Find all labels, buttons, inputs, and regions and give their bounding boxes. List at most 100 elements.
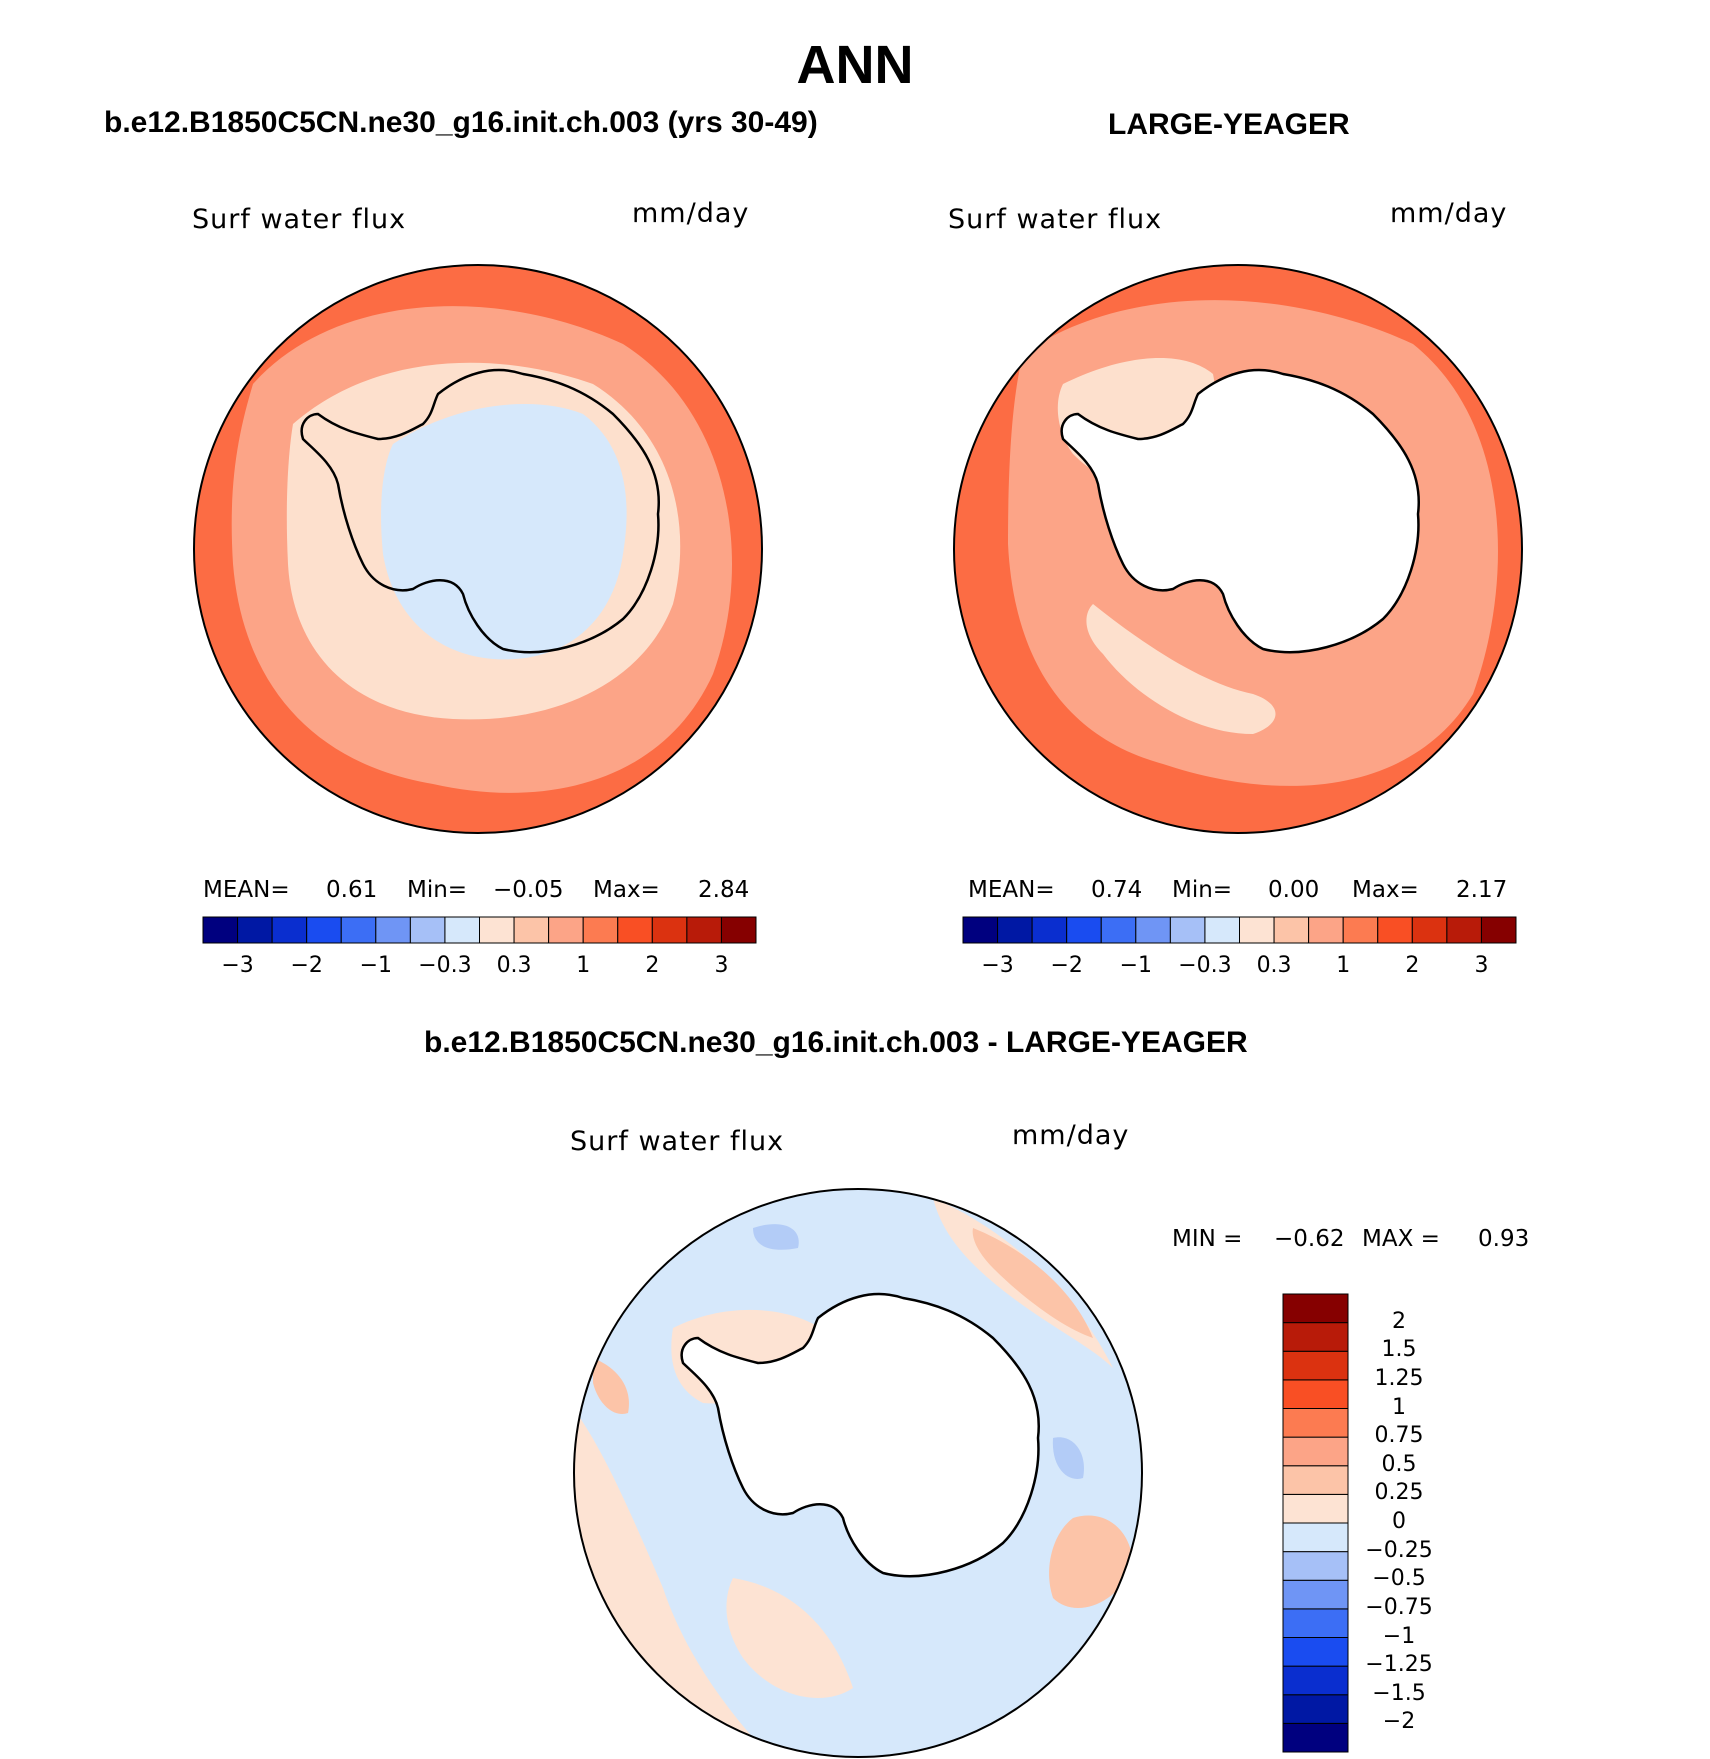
map-diff	[573, 1188, 1143, 1758]
colorbar-swatch	[1282, 1665, 1349, 1696]
colorbar-swatch	[237, 916, 273, 944]
diff-max-value: 0.93	[1478, 1226, 1530, 1252]
colorbar-swatch	[1282, 1637, 1349, 1667]
colorbar-tick-label: 3	[714, 953, 729, 978]
colorbar-swatch	[720, 916, 757, 944]
colorbar-swatch	[479, 916, 515, 944]
colorbar-tick-label: −0.75	[1365, 1594, 1433, 1620]
colorbar-swatch	[582, 916, 619, 944]
colorbar-swatch	[686, 916, 722, 944]
colorbar-tick-label: −0.25	[1365, 1537, 1433, 1563]
band-weak-positive-south	[726, 1578, 853, 1698]
obs-min-label: Min=	[1172, 877, 1233, 903]
obs-mean-label: MEAN=	[968, 877, 1055, 903]
colorbar-swatch	[1100, 916, 1137, 944]
model-max-label: Max=	[593, 877, 660, 903]
band-moderate-negative-2	[1052, 1437, 1084, 1479]
colorbar-tick-label: −2	[290, 953, 323, 978]
colorbar-tick-label: −1	[1382, 1623, 1416, 1649]
band-light-2	[1086, 604, 1276, 734]
colorbar-swatch	[1282, 1579, 1349, 1610]
colorbar-swatch	[1135, 916, 1171, 944]
colorbar-swatch	[651, 916, 688, 944]
model-mean-label: MEAN=	[203, 877, 290, 903]
colorbar-swatch	[202, 916, 239, 944]
colorbar-swatch	[1031, 916, 1068, 944]
obs-max-label: Max=	[1352, 877, 1419, 903]
colorbar-tick-label: −0.3	[1178, 953, 1232, 978]
colorbar-swatch	[306, 916, 342, 944]
colorbar-tick-label: 1	[1336, 953, 1351, 978]
colorbar-tick-label: −2	[1050, 953, 1083, 978]
colorbar-tick-label: 2	[1392, 1308, 1406, 1334]
band-moderate-positive-3	[1049, 1515, 1133, 1608]
panel-obs-heading: LARGE-YEAGER	[1108, 108, 1350, 141]
colorbar-swatch	[1282, 1493, 1349, 1524]
colorbar-swatch	[1411, 916, 1448, 944]
colorbar-tick-label: −2	[1382, 1709, 1416, 1735]
colorbar-swatch	[1282, 1551, 1349, 1581]
colorbar-swatch	[1282, 1436, 1349, 1467]
colorbar-tick-label: 2	[645, 953, 660, 978]
panel-diff-units: mm/day	[1012, 1120, 1130, 1151]
colorbar-swatch	[375, 916, 411, 944]
panel-model-field: Surf water flux	[192, 204, 407, 235]
colorbar-swatch	[617, 916, 653, 944]
colorbar-model	[202, 916, 757, 944]
colorbar-tick-label: 0	[1392, 1509, 1406, 1534]
colorbar-swatch	[513, 916, 550, 944]
colorbar-swatch	[1204, 916, 1240, 944]
colorbar-swatch	[1282, 1694, 1349, 1724]
colorbar-tick-label: 0.3	[1256, 953, 1292, 978]
map-obs	[953, 264, 1523, 834]
colorbar-swatch	[1480, 916, 1517, 944]
diff-max-label: MAX =	[1362, 1226, 1440, 1252]
colorbar-swatch	[1282, 1522, 1349, 1553]
colorbar-swatch	[1342, 916, 1379, 944]
band-moderate-positive	[972, 1228, 1093, 1338]
colorbar-swatch	[409, 916, 446, 944]
colorbar-swatch	[1377, 916, 1413, 944]
colorbar-tick-label: −3	[981, 953, 1014, 978]
colorbar-tick-label: −1	[359, 953, 393, 978]
antarctica-coastline	[300, 368, 661, 654]
colorbar-swatch	[340, 916, 377, 944]
diff-min-label: MIN =	[1172, 1226, 1243, 1252]
colorbar-tick-label: 1	[1392, 1394, 1406, 1420]
colorbar-tick-label: −1.5	[1372, 1680, 1426, 1706]
colorbar-tick-label: 0.75	[1374, 1423, 1424, 1449]
colorbar-tick-label: −0.5	[1372, 1566, 1426, 1592]
main-title: ANN	[796, 35, 914, 95]
colorbar-swatch	[1282, 1608, 1349, 1638]
colorbar-swatch	[962, 916, 999, 944]
colorbar-swatch	[997, 916, 1033, 944]
colorbar-tick-label: −3	[221, 953, 254, 978]
colorbar-swatch	[1282, 1408, 1349, 1438]
colorbar-swatch	[1282, 1350, 1349, 1381]
model-mean-value: 0.61	[326, 877, 378, 903]
colorbar-tick-label: 0.5	[1381, 1451, 1417, 1477]
colorbar-tick-label: 1.25	[1374, 1365, 1424, 1391]
model-max-value: 2.84	[698, 877, 750, 903]
model-min-label: Min=	[407, 877, 468, 903]
colorbar-tick-label: −1	[1119, 953, 1153, 978]
colorbar-swatch	[1282, 1465, 1349, 1495]
panel-obs-units: mm/day	[1390, 198, 1508, 229]
colorbar-tick-label: −0.3	[418, 953, 472, 978]
colorbar-swatch	[548, 916, 584, 944]
colorbar-swatch	[444, 916, 480, 944]
band-moderate-negative	[753, 1224, 799, 1250]
map-boundary	[573, 1188, 1143, 1758]
obs-min-value: 0.00	[1268, 877, 1320, 903]
colorbar-swatch	[1273, 916, 1310, 944]
colorbar-tick-label: 0.25	[1374, 1480, 1424, 1506]
colorbar-swatch	[1446, 916, 1482, 944]
colorbar-tick-label: 0.3	[496, 953, 532, 978]
map-model	[193, 264, 763, 834]
colorbar-tick-label: 3	[1474, 953, 1489, 978]
diff-min-value: −0.62	[1274, 1226, 1345, 1252]
panel-model-heading: b.e12.B1850C5CN.ne30_g16.init.ch.003 (yr…	[104, 106, 818, 139]
panel-model-units: mm/day	[632, 198, 750, 229]
colorbar-swatch	[1282, 1722, 1349, 1753]
colorbar-swatch	[1282, 1293, 1349, 1324]
